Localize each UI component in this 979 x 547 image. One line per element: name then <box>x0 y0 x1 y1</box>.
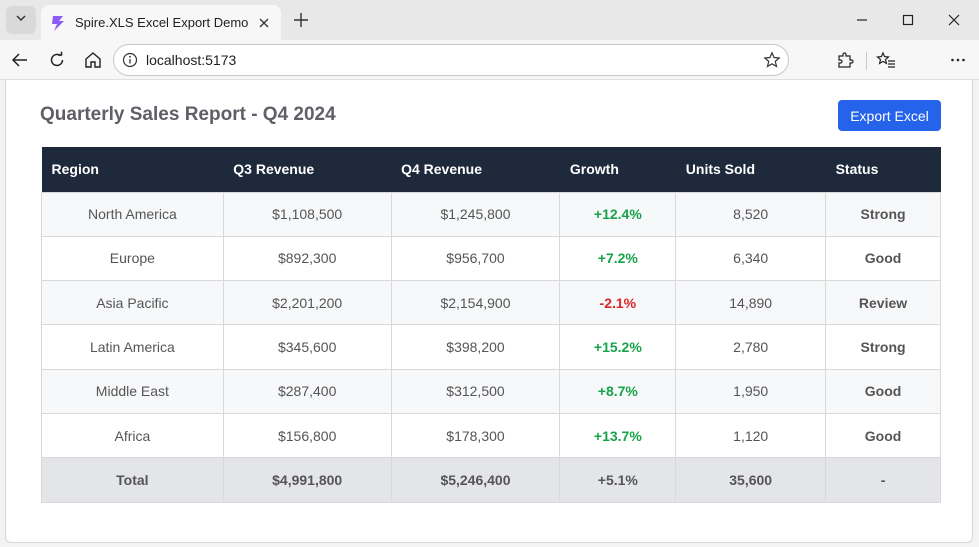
cell-q3-revenue: $892,300 <box>222 235 392 282</box>
browser-tab[interactable]: Spire.XLS Excel Export Demo <box>41 5 281 40</box>
cell-q3-revenue: $1,108,500 <box>222 191 392 237</box>
cell-status: Review <box>825 280 941 326</box>
cell-q3-revenue: $2,201,200 <box>222 280 392 326</box>
table-row: Asia Pacific $2,201,200 $2,154,900 -2.1%… <box>41 280 941 326</box>
table-row: Middle East $287,400 $312,500 +8.7% 1,95… <box>41 368 941 414</box>
cell-units-sold: 1,950 <box>675 368 827 414</box>
close-icon[interactable] <box>253 12 275 34</box>
browser-toolbar: localhost:5173 <box>0 40 979 80</box>
header-q4-revenue: Q4 Revenue <box>391 147 560 192</box>
extensions-icon[interactable] <box>831 46 859 74</box>
report-card: Quarterly Sales Report - Q4 2024 Export … <box>5 80 973 543</box>
cell-q4-revenue: $178,300 <box>390 412 561 459</box>
export-excel-button[interactable]: Export Excel <box>838 100 941 131</box>
cell-region: Middle East <box>41 368 224 414</box>
header-growth: Growth <box>559 147 676 192</box>
page-title: Quarterly Sales Report - Q4 2024 <box>40 104 336 125</box>
url-text: localhost:5173 <box>146 52 237 68</box>
cell-status: Good <box>825 235 941 282</box>
cell-status: - <box>825 457 941 503</box>
chevron-down-icon <box>14 11 28 30</box>
header-q3-revenue: Q3 Revenue <box>223 147 392 192</box>
window-close-icon[interactable] <box>931 5 977 35</box>
cell-q3-revenue: $287,400 <box>222 368 392 414</box>
refresh-icon[interactable] <box>43 46 71 74</box>
cell-growth: +5.1% <box>559 457 677 503</box>
cell-units-sold: 8,520 <box>675 191 827 237</box>
cell-q4-revenue: $2,154,900 <box>390 280 561 326</box>
sales-table: Region Q3 Revenue Q4 Revenue Growth Unit… <box>41 147 941 503</box>
cell-status: Good <box>825 368 941 414</box>
cell-q3-revenue: $156,800 <box>222 412 392 459</box>
cell-units-sold: 35,600 <box>675 457 827 503</box>
maximize-icon[interactable] <box>885 5 931 35</box>
back-icon[interactable] <box>6 46 34 74</box>
header-region: Region <box>41 147 224 192</box>
cell-units-sold: 2,780 <box>675 324 827 370</box>
cell-growth: +13.7% <box>559 412 677 459</box>
plus-icon[interactable] <box>289 8 313 32</box>
cell-q4-revenue: $956,700 <box>390 235 561 282</box>
cell-q3-revenue: $4,991,800 <box>222 457 392 503</box>
cell-status: Strong <box>825 324 941 370</box>
table-row: Latin America $345,600 $398,200 +15.2% 2… <box>41 324 941 370</box>
cell-region: North America <box>41 191 224 237</box>
favorites-icon[interactable] <box>872 46 900 74</box>
cell-region: Europe <box>41 235 224 282</box>
table-row: Europe $892,300 $956,700 +7.2% 6,340 Goo… <box>41 235 941 282</box>
cell-growth: +7.2% <box>559 235 677 282</box>
tab-actions-menu[interactable] <box>6 6 36 34</box>
table-row: North America $1,108,500 $1,245,800 +12.… <box>41 191 941 237</box>
cell-status: Good <box>825 412 941 459</box>
cell-q4-revenue: $312,500 <box>390 368 561 414</box>
more-icon[interactable] <box>944 46 972 74</box>
cell-growth: +12.4% <box>559 191 677 237</box>
cell-units-sold: 1,120 <box>675 412 827 459</box>
cell-region: Total <box>41 457 224 503</box>
cell-growth: +8.7% <box>559 368 677 414</box>
page-viewport: Quarterly Sales Report - Q4 2024 Export … <box>0 80 979 547</box>
table-header-row: Region Q3 Revenue Q4 Revenue Growth Unit… <box>41 147 941 192</box>
title-bar: Spire.XLS Excel Export Demo <box>0 0 979 40</box>
address-bar[interactable]: localhost:5173 <box>113 44 789 76</box>
info-icon[interactable] <box>114 45 146 75</box>
tab-title: Spire.XLS Excel Export Demo <box>75 15 249 30</box>
cell-growth: -2.1% <box>559 280 677 326</box>
cell-units-sold: 6,340 <box>675 235 827 282</box>
cell-q4-revenue: $398,200 <box>390 324 561 370</box>
cell-q4-revenue: $5,246,400 <box>390 457 561 503</box>
minimize-icon[interactable] <box>839 5 885 35</box>
cell-region: Asia Pacific <box>41 280 224 326</box>
star-icon[interactable] <box>756 45 788 75</box>
table-row: Africa $156,800 $178,300 +13.7% 1,120 Go… <box>41 412 941 459</box>
toolbar-divider <box>866 52 867 70</box>
header-status: Status <box>825 147 941 192</box>
cell-region: Latin America <box>41 324 224 370</box>
cell-q3-revenue: $345,600 <box>222 324 392 370</box>
header-units-sold: Units Sold <box>675 147 826 192</box>
cell-region: Africa <box>41 412 224 459</box>
home-icon[interactable] <box>79 46 107 74</box>
cell-status: Strong <box>825 191 941 237</box>
cell-growth: +15.2% <box>559 324 677 370</box>
lightning-favicon-icon <box>49 14 67 32</box>
table-total-row: Total $4,991,800 $5,246,400 +5.1% 35,600… <box>41 457 941 503</box>
cell-units-sold: 14,890 <box>675 280 827 326</box>
cell-q4-revenue: $1,245,800 <box>390 191 561 237</box>
